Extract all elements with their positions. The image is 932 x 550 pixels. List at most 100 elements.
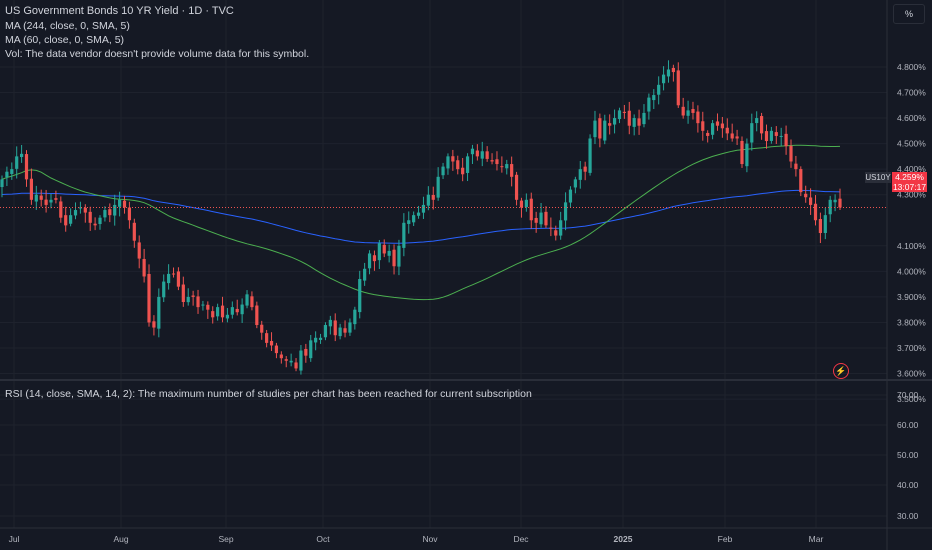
candle-body <box>5 171 9 178</box>
y-tick-label: 3.500% <box>897 394 926 404</box>
candle-body <box>804 193 808 198</box>
unit-toggle-button[interactable]: % <box>893 4 925 24</box>
candle-body <box>470 148 475 155</box>
y-tick-label: 3.600% <box>897 369 926 379</box>
chart-title[interactable]: US Government Bonds 10 YR Yield · 1D · T… <box>5 5 234 17</box>
candle-body <box>118 199 122 207</box>
candle-body <box>255 305 259 326</box>
x-tick-label: Dec <box>513 534 529 544</box>
candle-body <box>407 220 411 224</box>
candle-body <box>167 273 171 284</box>
candle-body <box>657 84 661 95</box>
candle-body <box>456 160 460 170</box>
candle-body <box>191 295 195 297</box>
candle-body <box>686 110 690 116</box>
x-tick-label: Mar <box>809 534 824 544</box>
candle-body <box>676 70 680 106</box>
candle-body <box>490 160 494 162</box>
candle-body <box>794 163 798 170</box>
last-price-value: 4.259% <box>895 172 924 182</box>
candle-body <box>29 178 34 200</box>
candle-body <box>431 194 435 200</box>
candle-body <box>59 201 63 218</box>
y-axis-ticks: 4.800% 4.700% 4.600% 4.500% 4.400% 4.300% 4.10… <box>897 62 926 404</box>
rsi-tick-label: 60.00 <box>897 420 919 430</box>
candle-body <box>103 210 107 218</box>
candle-body <box>402 222 406 248</box>
candle-body <box>323 325 328 338</box>
ma-244-legend[interactable]: MA (244, close, 0, SMA, 5) <box>5 20 130 32</box>
candle-body <box>426 194 430 206</box>
candle-body <box>289 360 293 363</box>
candle-body <box>299 350 303 371</box>
candle-body <box>274 345 279 354</box>
candle-body <box>549 227 553 229</box>
candle-body <box>446 156 450 169</box>
volume-legend[interactable]: Vol: The data vendor doesn't provide vol… <box>5 48 310 60</box>
candle-body <box>0 179 4 188</box>
candle-body <box>294 362 298 369</box>
candle-body <box>701 121 705 131</box>
candle-body <box>412 215 416 223</box>
candle-body <box>838 198 842 208</box>
candle-body <box>377 243 381 261</box>
candle-body <box>24 154 29 180</box>
bar-countdown: 13:07:17 <box>892 182 927 192</box>
candle-body <box>211 311 215 318</box>
candle-body <box>186 296 190 303</box>
x-tick-label: Feb <box>718 534 733 544</box>
lightning-icon[interactable]: ⚡ <box>833 363 849 379</box>
candle-body <box>485 151 489 159</box>
candle-body <box>20 153 24 158</box>
candle-body <box>132 222 136 241</box>
candle-body <box>764 131 769 142</box>
candle-body <box>171 273 176 275</box>
candle-body <box>617 110 622 120</box>
candle-body <box>799 169 803 193</box>
candle-body <box>382 244 386 254</box>
candle-body <box>750 123 754 143</box>
rsi-legend[interactable]: RSI (14, close, SMA, 14, 2): The maximum… <box>5 388 532 400</box>
candle-body <box>152 321 156 328</box>
candle-body <box>15 156 19 169</box>
candle-body <box>671 67 675 73</box>
candle-body <box>637 118 641 126</box>
candle-body <box>612 118 617 125</box>
candle-body <box>568 189 573 203</box>
candle-body <box>142 258 146 277</box>
candle-body <box>603 120 607 141</box>
candle-body <box>495 159 499 165</box>
candle-body <box>755 118 759 124</box>
candle-body <box>642 112 646 125</box>
y-tick-label: 4.600% <box>897 113 926 123</box>
candle-body <box>828 199 832 215</box>
y-tick-label: 4.100% <box>897 241 926 251</box>
y-tick-label: 3.800% <box>897 317 926 327</box>
candle-body <box>328 319 332 327</box>
x-tick-label: 2025 <box>614 534 633 544</box>
candle-body <box>176 271 181 287</box>
candle-body <box>69 215 73 224</box>
candle-body <box>260 324 264 333</box>
y-tick-label: 3.900% <box>897 292 926 302</box>
candle-body <box>818 218 822 234</box>
x-tick-label: Jul <box>9 534 20 544</box>
candle-body <box>230 307 234 315</box>
candle-body <box>127 207 132 221</box>
candle-body <box>367 253 372 269</box>
candle-body <box>353 309 357 325</box>
candle-body <box>64 215 68 226</box>
candle-body <box>514 174 519 200</box>
candle-body <box>784 133 788 147</box>
candle-body <box>833 199 837 203</box>
candle-body <box>808 197 813 205</box>
ma-60-path <box>1 144 841 301</box>
candle-body <box>137 242 141 259</box>
y-tick-label: 4.000% <box>897 266 926 276</box>
candle-body <box>608 123 612 126</box>
candle-body <box>83 207 87 213</box>
ma-60-legend[interactable]: MA (60, close, 0, SMA, 5) <box>5 34 125 46</box>
x-tick-label: Nov <box>422 534 438 544</box>
candle-body <box>632 118 636 127</box>
